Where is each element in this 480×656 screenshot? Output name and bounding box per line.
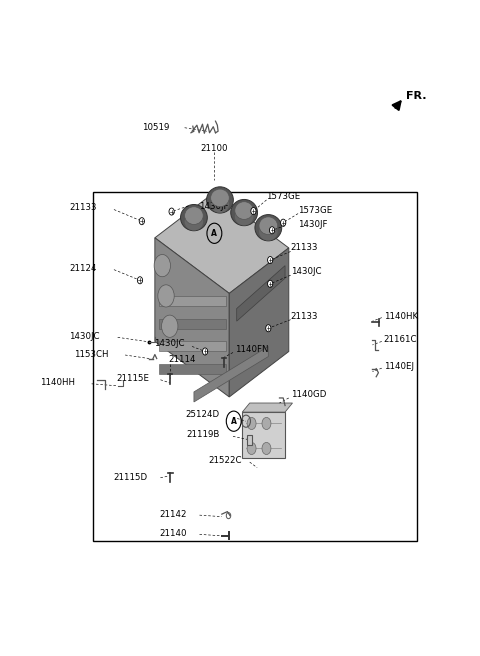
Polygon shape — [158, 341, 226, 352]
Circle shape — [251, 207, 256, 215]
Ellipse shape — [211, 189, 229, 207]
Text: 1430JF: 1430JF — [298, 220, 327, 229]
Text: 21119B: 21119B — [187, 430, 220, 440]
Bar — [94, 192, 417, 541]
Text: 1140FN: 1140FN — [235, 345, 268, 354]
Ellipse shape — [235, 208, 253, 226]
Ellipse shape — [185, 213, 203, 230]
Text: A: A — [231, 417, 237, 426]
Text: 21140: 21140 — [159, 529, 186, 538]
Circle shape — [247, 442, 256, 455]
Circle shape — [269, 227, 275, 234]
Text: 21115D: 21115D — [113, 473, 147, 482]
Text: 1140HK: 1140HK — [384, 312, 418, 321]
Circle shape — [266, 325, 271, 332]
Circle shape — [137, 277, 143, 284]
Ellipse shape — [211, 195, 229, 213]
Text: 21133: 21133 — [290, 312, 318, 321]
Polygon shape — [158, 364, 226, 374]
FancyBboxPatch shape — [247, 435, 252, 445]
Text: 21142: 21142 — [159, 510, 186, 519]
Circle shape — [267, 256, 273, 264]
Polygon shape — [242, 412, 285, 458]
Ellipse shape — [206, 187, 233, 213]
Circle shape — [154, 255, 170, 277]
Circle shape — [262, 442, 271, 455]
Polygon shape — [242, 403, 292, 412]
Circle shape — [281, 219, 286, 226]
Polygon shape — [155, 238, 229, 397]
Text: 21114: 21114 — [168, 355, 195, 364]
Text: FR.: FR. — [406, 91, 426, 102]
Text: 1573GE: 1573GE — [298, 205, 332, 215]
Text: 1430JC: 1430JC — [290, 267, 321, 276]
Text: 1430JC: 1430JC — [69, 332, 99, 341]
Ellipse shape — [180, 205, 207, 231]
Polygon shape — [237, 266, 285, 321]
Text: 25124D: 25124D — [186, 410, 220, 419]
Ellipse shape — [231, 199, 258, 226]
Text: 1140HH: 1140HH — [40, 379, 75, 387]
Text: 21522C: 21522C — [209, 455, 242, 464]
Ellipse shape — [235, 201, 253, 219]
Text: 21115E: 21115E — [116, 375, 149, 383]
Text: 21133: 21133 — [290, 243, 318, 253]
Ellipse shape — [259, 223, 277, 241]
Polygon shape — [194, 346, 268, 402]
Circle shape — [169, 208, 174, 215]
Text: 21100: 21100 — [201, 144, 228, 153]
Circle shape — [262, 417, 271, 430]
Text: 1140EJ: 1140EJ — [384, 362, 414, 371]
Ellipse shape — [259, 217, 277, 235]
Circle shape — [162, 315, 178, 337]
Circle shape — [267, 280, 273, 287]
Circle shape — [247, 417, 256, 430]
Ellipse shape — [185, 207, 203, 224]
Polygon shape — [229, 248, 289, 397]
Ellipse shape — [255, 215, 282, 241]
Text: 1140GD: 1140GD — [290, 390, 326, 400]
Text: A: A — [212, 229, 217, 237]
Text: 21161C: 21161C — [384, 335, 417, 344]
Text: 10519: 10519 — [143, 123, 170, 133]
Polygon shape — [155, 192, 289, 293]
Text: 1430JC: 1430JC — [154, 339, 185, 348]
Text: 21133: 21133 — [70, 203, 97, 212]
Text: 1573GE: 1573GE — [266, 192, 300, 201]
Text: 1153CH: 1153CH — [74, 350, 108, 359]
Circle shape — [203, 348, 208, 355]
Polygon shape — [158, 296, 226, 306]
Polygon shape — [158, 319, 226, 329]
Text: 1430JF: 1430JF — [200, 201, 229, 211]
Circle shape — [139, 218, 144, 225]
Circle shape — [158, 285, 174, 307]
Text: 21124: 21124 — [70, 264, 97, 273]
